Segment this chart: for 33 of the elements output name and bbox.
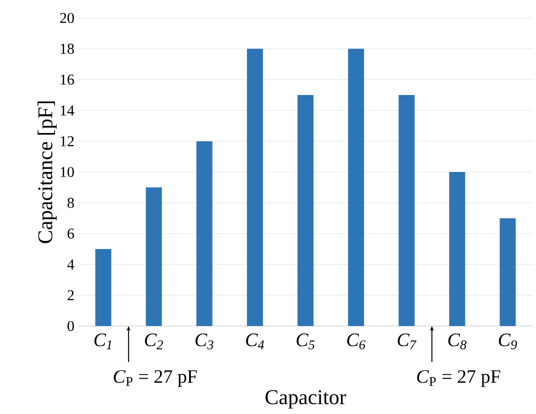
bar xyxy=(398,95,415,326)
y-tick-label: 0 xyxy=(68,320,74,332)
y-tick-label: 16 xyxy=(60,74,74,85)
y-tick-label: 12 xyxy=(60,136,74,146)
x-tick-label: C$_{4}$ xyxy=(246,334,264,350)
x-tick-label: C$_{6}$ xyxy=(347,334,366,350)
bar xyxy=(246,48,263,326)
y-tick-label: 2 xyxy=(68,290,74,300)
bar xyxy=(298,95,314,326)
y-axis-title: Capacitance [pF] xyxy=(38,102,57,244)
x-tick-label: C$_{5}$ xyxy=(296,334,315,350)
y-tick-label: 6 xyxy=(68,228,74,239)
x-tick-label: C$_{8}$ xyxy=(448,334,466,350)
bar xyxy=(348,48,364,326)
text: C$_{P}$ = 27 pF xyxy=(417,370,500,387)
x-tick-label: C$_{9}$ xyxy=(498,334,517,350)
y-tick-label: 14 xyxy=(60,105,74,116)
y-tick-label: 18 xyxy=(60,44,74,54)
x-tick-label: C$_{7}$ xyxy=(398,334,416,350)
bar xyxy=(196,141,212,326)
bar xyxy=(500,218,516,326)
x-tick-label: C$_{2}$ xyxy=(144,334,163,350)
bar xyxy=(146,187,162,326)
text: C$_{P}$ = 27 pF xyxy=(114,370,197,387)
bar xyxy=(449,172,466,326)
x-tick-label: C$_{3}$ xyxy=(196,334,214,350)
y-tick-label: 4 xyxy=(67,259,74,270)
x-tick-label: C$_{1}$ xyxy=(94,334,112,350)
y-tick-label: 8 xyxy=(68,198,74,208)
y-tick-label: 20 xyxy=(60,12,74,24)
bar xyxy=(95,249,112,326)
x-axis-title: Capacitor xyxy=(266,390,346,409)
y-tick-label: 10 xyxy=(60,166,74,178)
